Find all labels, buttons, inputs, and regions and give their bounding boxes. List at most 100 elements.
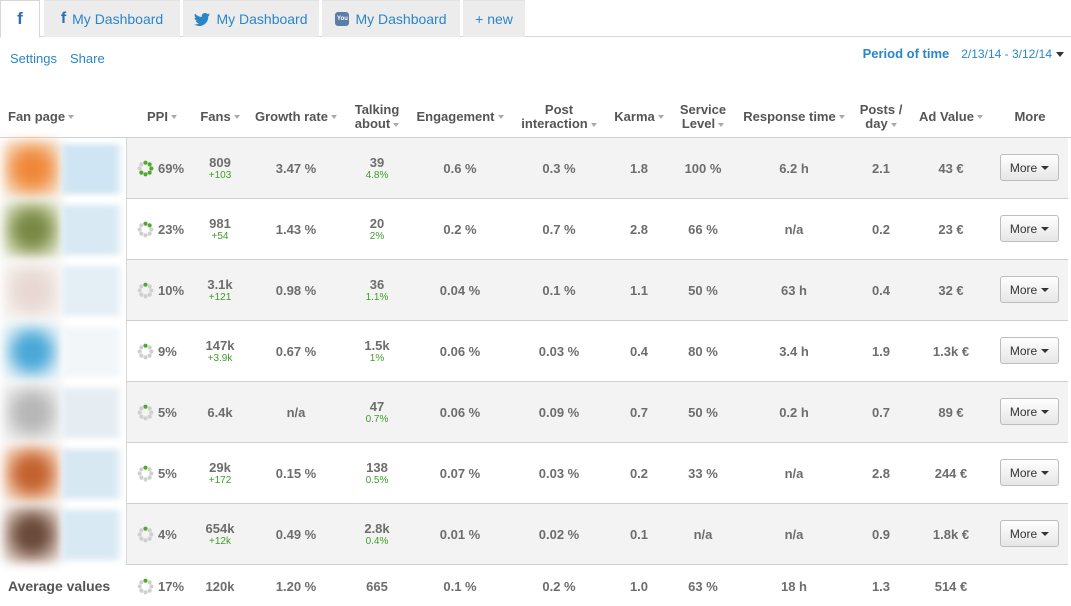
post-interaction-value: 0.03 % (538, 343, 580, 359)
response-time-value: 63 h (780, 282, 807, 298)
ppi-ring-icon (137, 465, 154, 482)
chevron-down-icon (1041, 470, 1050, 475)
service-level-cell: 33 % (670, 443, 736, 504)
fan-page-avatar[interactable] (3, 384, 61, 441)
karma-value: 0.4 (629, 343, 649, 359)
service-level-value: 63 % (688, 578, 718, 594)
col-response-time[interactable]: Response time (736, 96, 852, 138)
posts-per-day-value: 2.8 (871, 465, 891, 481)
col-post-interaction[interactable]: Post interaction (510, 96, 608, 138)
fan-page-name[interactable] (62, 449, 124, 499)
ppi-ring-segment (139, 284, 144, 289)
karma-cell: 1.8 (608, 138, 670, 199)
col-ad-value[interactable]: Ad Value (910, 96, 992, 138)
more-button-label: More (1009, 160, 1038, 175)
fan-page-name[interactable] (62, 144, 124, 194)
ppi-cell: 4% (137, 504, 177, 565)
ad-value: 32 € (938, 282, 964, 298)
growth-cell: 0.67 % (248, 321, 344, 382)
col-label-line: Service (679, 102, 727, 117)
fan-page-avatar[interactable] (3, 323, 61, 380)
col-talking-about[interactable]: Talking about (344, 96, 410, 138)
fan-page-avatar[interactable] (3, 201, 61, 258)
ppi-ring-segment (143, 578, 148, 583)
tab-label: My Dashboard (216, 11, 308, 27)
col-karma[interactable]: Karma (608, 96, 670, 138)
fan-page-avatar[interactable] (3, 140, 61, 197)
fan-page-avatar[interactable] (3, 262, 61, 319)
table-row: 10% 3.1k +121 0.98 % 36 1.1% 0.04 % 0.1 % … (0, 260, 1071, 321)
tab-new[interactable]: + new (463, 0, 525, 37)
fans-value: 147k (205, 338, 235, 353)
more-button[interactable]: More (1000, 520, 1059, 547)
posts-per-day-value: 1.3 (871, 578, 891, 594)
table-row: 69% 809 +103 3.47 % 39 4.8% 0.6 % 0.3 % 1.… (0, 138, 1071, 199)
col-fan-page[interactable]: Fan page (8, 96, 118, 138)
more-button[interactable]: More (1000, 215, 1059, 242)
post-interaction-value: 0.03 % (538, 465, 580, 481)
tab-youtube-dashboard[interactable]: You My Dashboard (322, 0, 460, 37)
more-button[interactable]: More (1000, 398, 1059, 425)
col-fans[interactable]: Fans (192, 96, 248, 138)
talking-cell: 138 0.5% (344, 443, 410, 504)
engagement-value: 0.1 % (443, 578, 477, 594)
talking-cell: 1.5k 1% (344, 321, 410, 382)
posts-per-day-value: 0.4 (871, 282, 891, 298)
ppi-ring-segment (139, 579, 144, 584)
karma-value: 0.2 (629, 465, 649, 481)
ppi-ring-segment (139, 345, 144, 350)
fan-page-name[interactable] (62, 388, 124, 438)
karma-value: 0.1 (629, 526, 649, 542)
row-background (126, 382, 1068, 443)
service-level-value: 100 % (684, 160, 722, 176)
col-label-line: day (865, 116, 888, 131)
engagement-cell: 0.06 % (410, 382, 510, 443)
more-button[interactable]: More (1000, 154, 1059, 181)
col-label: Fan page (8, 109, 66, 124)
fan-page-name[interactable] (62, 205, 124, 255)
col-posts-per-day[interactable]: Posts / day (852, 96, 910, 138)
fan-page-name[interactable] (62, 327, 124, 377)
response-time-value: n/a (784, 526, 804, 542)
col-growth-rate[interactable]: Growth rate (248, 96, 344, 138)
more-button[interactable]: More (1000, 276, 1059, 303)
ppi-ring-segment (143, 160, 148, 165)
ppi-ring-segment (137, 532, 142, 537)
col-service-level[interactable]: Service Level (670, 96, 736, 138)
tab-twitter-dashboard[interactable]: My Dashboard (183, 0, 319, 37)
talking-value: 36 (369, 277, 385, 292)
col-label: Fans (200, 109, 231, 124)
engagement-value: 0.07 % (439, 465, 481, 481)
sort-icon (393, 122, 400, 127)
share-link[interactable]: Share (69, 51, 105, 66)
sort-icon (590, 122, 597, 127)
col-label: Karma (614, 109, 655, 124)
ppi-value: 9% (158, 344, 177, 359)
period-selector[interactable]: Period of time 2/13/14 - 3/12/14 (863, 46, 1064, 61)
talking-value: 47 (369, 399, 385, 414)
response-time-value: 6.2 h (779, 160, 809, 176)
settings-link[interactable]: Settings (10, 51, 57, 66)
sort-icon (657, 115, 664, 119)
fans-value: 809 (209, 155, 231, 170)
tab-facebook-home[interactable]: f (0, 0, 40, 38)
tab-facebook-dashboard[interactable]: f My Dashboard (44, 0, 180, 37)
col-ppi[interactable]: PPI (132, 96, 192, 138)
sort-icon (330, 115, 337, 119)
more-button[interactable]: More (1000, 337, 1059, 364)
ad-value-cell: 43 € (910, 138, 992, 199)
karma-cell: 0.1 (608, 504, 670, 565)
fans-delta: +121 (208, 292, 232, 303)
more-button[interactable]: More (1000, 459, 1059, 486)
talking-pct: 2% (369, 231, 385, 242)
fan-page-avatar[interactable] (3, 506, 61, 563)
fans-cell: 6.4k (192, 382, 248, 443)
fan-page-avatar[interactable] (3, 445, 61, 502)
period-value[interactable]: 2/13/14 - 3/12/14 (961, 47, 1064, 61)
service-level-cell: n/a (670, 504, 736, 565)
fan-page-name[interactable] (62, 266, 124, 316)
ppi-ring-icon (137, 282, 154, 299)
fan-page-name[interactable] (62, 510, 124, 560)
tab-label: + new (475, 11, 513, 27)
col-engagement[interactable]: Engagement (410, 96, 510, 138)
